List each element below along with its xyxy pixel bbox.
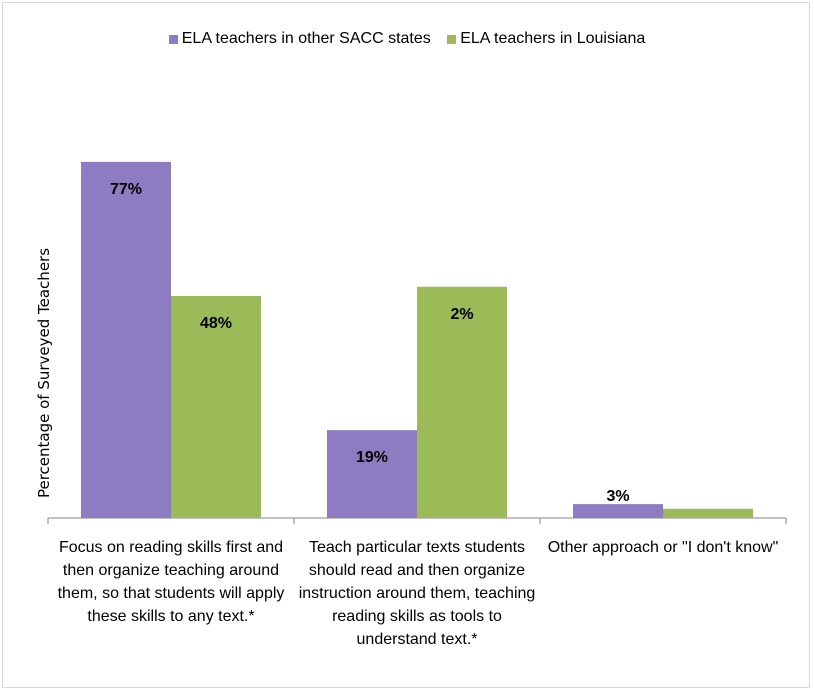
legend-label-other-sacc: ELA teachers in other SACC states [181,30,431,47]
bar-other-sacc-0 [81,161,171,518]
bar-louisiana-1 [417,286,507,518]
bar-other-sacc-2 [573,504,663,518]
legend-swatch-louisiana [447,34,457,44]
data-label-louisiana-1: 2% [450,306,473,323]
legend-item-louisiana: ELA teachers in Louisiana [447,30,645,48]
data-label-other-sacc-1: 19% [356,449,388,466]
bar-other-sacc-1 [327,430,417,518]
legend-swatch-other-sacc [168,34,178,44]
data-label-louisiana-0: 48% [200,315,232,332]
legend-label-louisiana: ELA teachers in Louisiana [460,30,646,47]
data-label-other-sacc-2: 3% [606,488,629,505]
x-tick-label-1: Teach particular texts students should re… [298,539,536,648]
bar-louisiana-0 [171,296,261,518]
bar-louisiana-2 [663,508,753,518]
x-tick-label-2: Other approach or "I don't know" [547,539,779,556]
data-label-other-sacc-0: 77% [110,181,142,198]
legend: ELA teachers in other SACC states ELA te… [0,30,814,49]
legend-item-other-sacc: ELA teachers in other SACC states [168,30,431,48]
x-tick-label-0: Focus on reading skills first and then or… [57,539,285,625]
